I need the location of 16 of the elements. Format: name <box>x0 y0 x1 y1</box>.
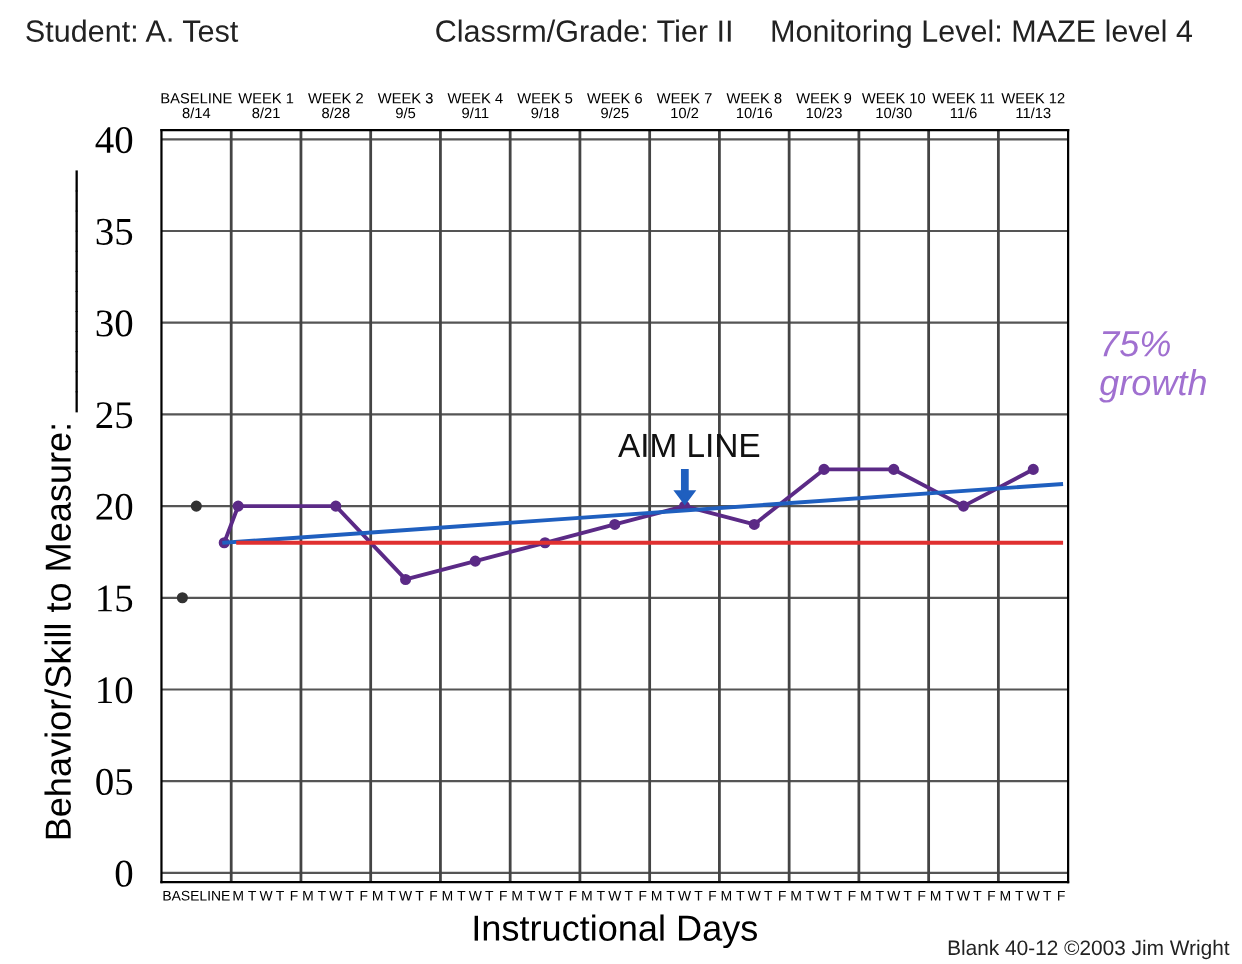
text: Classrm/Grade: Tier II <box>436 19 731 42</box>
x-axis-title: Instructional Days <box>474 914 757 949</box>
y-tick-label: 35 <box>96 218 133 245</box>
y-tick-label: 05 <box>96 768 133 796</box>
y-tick-label: 0 <box>115 860 133 887</box>
y-tick-label: 25 <box>96 402 133 429</box>
text: Blank 40-12 ©2003 Jim Wright <box>948 939 1230 960</box>
text: Monitoring Level: MAZE level 4 <box>772 19 1193 48</box>
y-tick-label: 20 <box>96 493 133 520</box>
y-axis-title: Behavior/Skill to Measure: ____________ <box>44 170 78 839</box>
text: 75% growth <box>1099 331 1206 403</box>
y-tick-label: 30 <box>96 310 133 337</box>
text: Student: A. Test <box>26 19 239 42</box>
y-tick-label: 15 <box>98 585 133 612</box>
y-tick-label: 40 <box>95 126 133 154</box>
y-tick-label: 10 <box>98 677 133 704</box>
